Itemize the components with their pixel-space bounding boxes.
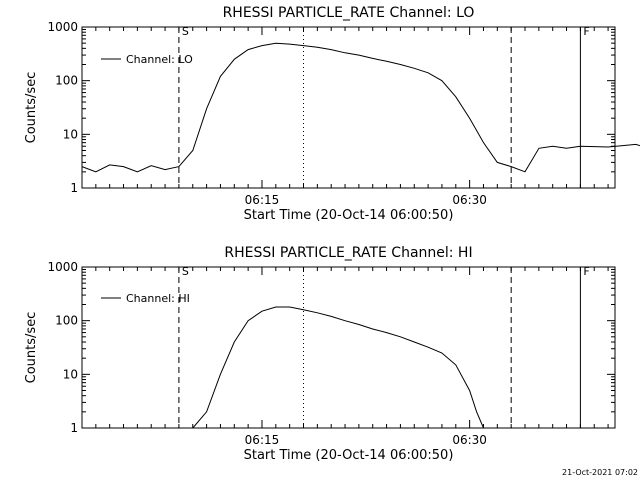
plot-frame xyxy=(81,266,616,429)
event-marker-label: F xyxy=(583,25,589,38)
legend-label: Channel: LO xyxy=(126,53,193,66)
chart-title: RHESSI PARTICLE_RATE Channel: LO xyxy=(223,5,475,21)
y-tick-label: 1000 xyxy=(47,260,78,274)
y-tick-label: 10 xyxy=(63,367,78,381)
y-tick-label: 100 xyxy=(55,74,78,88)
y-tick-label: 10 xyxy=(63,127,78,141)
data-series-line xyxy=(81,42,640,173)
chart-title: RHESSI PARTICLE_RATE Channel: HI xyxy=(224,245,472,261)
x-tick-label: 06:30 xyxy=(452,193,487,207)
y-tick-label: 1 xyxy=(70,421,78,435)
x-tick-label: 06:30 xyxy=(452,433,487,447)
data-series-line xyxy=(192,306,484,429)
panel-hi: RHESSI PARTICLE_RATE Channel: HI 1 10 100 10… xyxy=(24,245,616,463)
y-axis-label: Counts/sec xyxy=(24,72,39,144)
y-axis-label: Counts/sec xyxy=(24,312,39,384)
x-axis-label: Start Time (20-Oct-14 06:00:50) xyxy=(244,448,454,463)
event-marker-label: S xyxy=(182,25,189,38)
timestamp-label: 21-Oct-2021 07:02 xyxy=(562,468,638,477)
y-tick-label: 1000 xyxy=(47,20,78,34)
plot-frame xyxy=(81,26,616,189)
panel-lo: RHESSI PARTICLE_RATE Channel: LO 1 10 100 10… xyxy=(24,5,640,223)
event-marker-label: S xyxy=(182,265,189,278)
event-marker-label: F xyxy=(583,265,589,278)
x-tick-label: 06:15 xyxy=(245,193,280,207)
legend-label: Channel: HI xyxy=(126,292,190,305)
y-tick-label: 1 xyxy=(70,181,78,195)
x-axis-label: Start Time (20-Oct-14 06:00:50) xyxy=(244,208,454,223)
y-tick-label: 100 xyxy=(55,314,78,328)
x-tick-label: 06:15 xyxy=(245,433,280,447)
